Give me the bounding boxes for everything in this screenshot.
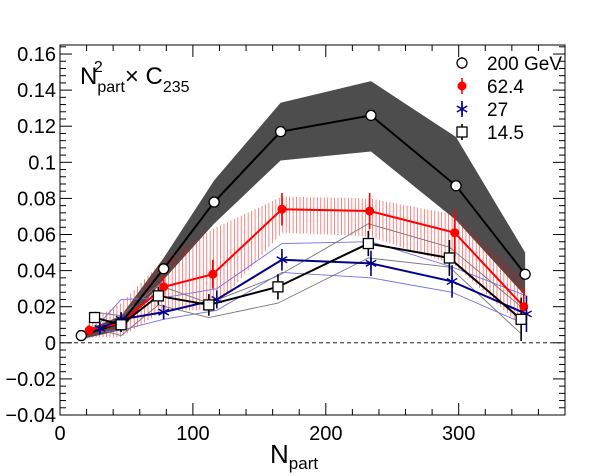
data-point-stroke bbox=[211, 295, 223, 304]
data-point bbox=[84, 325, 94, 335]
data-point-stroke bbox=[158, 308, 170, 316]
series-lines bbox=[80, 114, 527, 337]
data-point bbox=[443, 252, 456, 264]
data-point-stroke bbox=[365, 259, 377, 267]
data-point-stroke bbox=[276, 256, 288, 264]
data-point bbox=[208, 269, 218, 279]
data-point bbox=[365, 206, 375, 216]
x-tick-label: 100 bbox=[176, 423, 209, 445]
legend-marker bbox=[457, 81, 467, 91]
y-tick-label: 0.14 bbox=[17, 80, 56, 102]
legend-label: 200 GeV bbox=[487, 54, 562, 75]
data-point bbox=[203, 299, 215, 311]
data-markers bbox=[75, 109, 533, 342]
title-main: N bbox=[80, 63, 97, 90]
data-point bbox=[515, 313, 527, 325]
data-point bbox=[519, 268, 531, 280]
title-sup: 2 bbox=[94, 59, 103, 76]
y-tick-label: 0.02 bbox=[17, 297, 56, 319]
band-27gev-high bbox=[99, 241, 527, 324]
data-point bbox=[75, 329, 87, 342]
y-tick-label: −0.02 bbox=[5, 369, 56, 391]
legend-label: 62.4 bbox=[487, 77, 524, 98]
tick-labels: −0.04 −0.02 0 0.02 0.04 0.06 0.08 0.1 0.12 0.14 0.… bbox=[5, 44, 475, 445]
legend-marker-stroke bbox=[456, 105, 468, 113]
data-point bbox=[450, 228, 460, 238]
data-point bbox=[115, 319, 127, 331]
data-point bbox=[365, 257, 377, 270]
series-line-1 bbox=[89, 208, 525, 332]
data-point bbox=[159, 282, 169, 292]
xlabel-sub: part bbox=[289, 454, 319, 473]
y-tick-label: 0.1 bbox=[28, 152, 56, 174]
data-point bbox=[450, 180, 462, 192]
x-tick-label: 0 bbox=[54, 423, 65, 445]
data-point bbox=[276, 253, 288, 266]
title-times: × C bbox=[125, 63, 163, 90]
band-27gev-low bbox=[99, 271, 527, 333]
axis-ticks bbox=[59, 45, 566, 416]
data-point bbox=[94, 322, 106, 335]
data-point bbox=[88, 311, 101, 324]
data-point bbox=[274, 125, 287, 138]
band-200gev bbox=[81, 81, 526, 340]
y-tick-label: 0.16 bbox=[17, 44, 56, 66]
y-tick-label: 0.12 bbox=[17, 116, 56, 138]
band-14gev-low bbox=[94, 257, 522, 337]
y-tick-label: 0 bbox=[45, 333, 56, 355]
x-tick-label: 200 bbox=[309, 423, 342, 445]
legend-marker bbox=[456, 103, 468, 115]
data-point bbox=[272, 281, 284, 293]
legend-marker bbox=[456, 126, 468, 138]
series-line-3 bbox=[94, 242, 522, 326]
x-tick-label: 300 bbox=[442, 423, 475, 445]
legend-label: 14.5 bbox=[487, 123, 524, 144]
legend-marker bbox=[456, 57, 468, 69]
data-point bbox=[277, 204, 287, 214]
data-point bbox=[362, 237, 374, 250]
y-tick-label: 0.04 bbox=[17, 261, 56, 283]
data-point bbox=[152, 290, 164, 302]
data-point bbox=[365, 109, 377, 122]
y-tick-label: 0.06 bbox=[17, 225, 56, 247]
chart-title: Npart 2 × C235 bbox=[80, 59, 190, 96]
data-point bbox=[158, 306, 170, 319]
title-sub: part bbox=[97, 79, 125, 96]
series-line-0 bbox=[80, 114, 526, 337]
data-point bbox=[158, 263, 170, 275]
data-point bbox=[446, 275, 458, 288]
title-sub2: 235 bbox=[163, 79, 190, 96]
plot-frame bbox=[59, 44, 566, 416]
data-point bbox=[208, 196, 220, 208]
y-tick-label: −0.04 bbox=[5, 405, 56, 427]
legend-label: 27 bbox=[487, 100, 508, 121]
x-axis-label: Npart bbox=[270, 439, 318, 473]
xlabel-main: N bbox=[270, 439, 289, 469]
y-tick-label: 0.08 bbox=[17, 188, 56, 210]
data-point-stroke bbox=[94, 324, 106, 332]
band-14gev-high bbox=[94, 223, 522, 317]
data-point-stroke bbox=[446, 277, 458, 286]
